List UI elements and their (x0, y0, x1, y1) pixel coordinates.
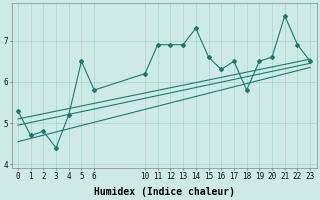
X-axis label: Humidex (Indice chaleur): Humidex (Indice chaleur) (93, 186, 235, 197)
